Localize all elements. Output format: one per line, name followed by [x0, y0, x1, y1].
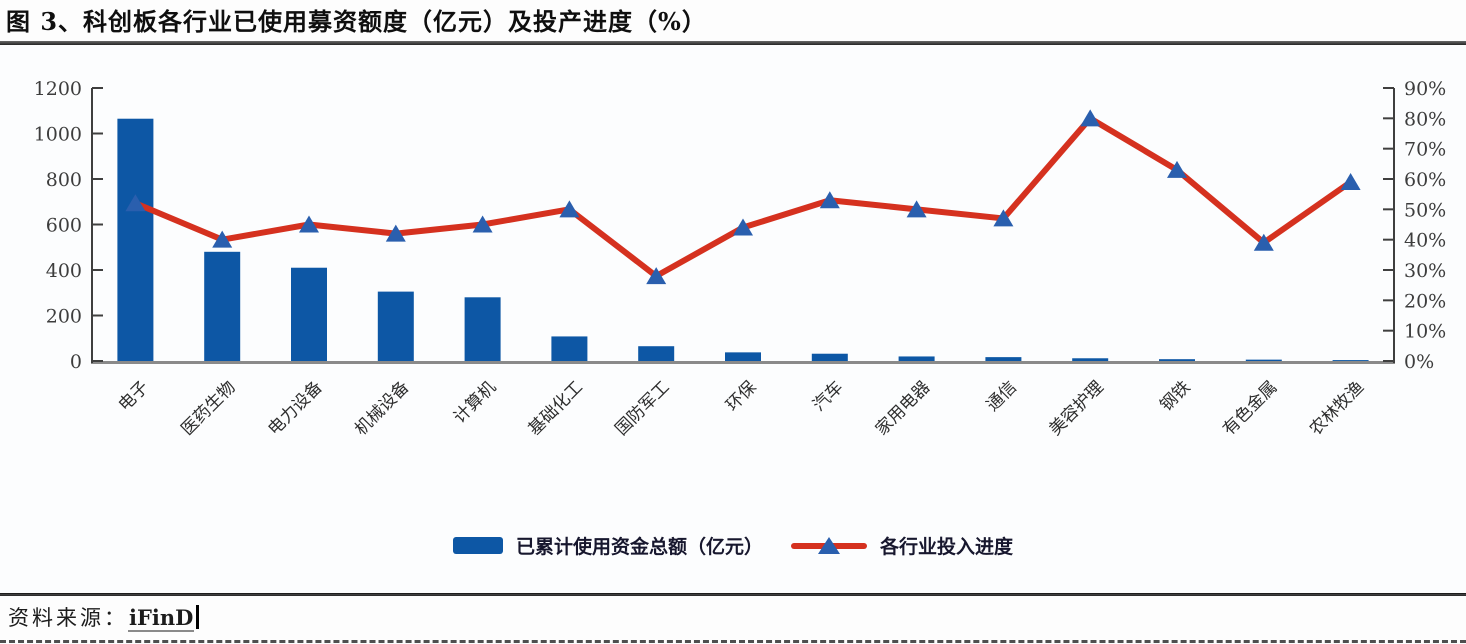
- bar: [725, 352, 761, 361]
- legend-item-bar: 已累计使用资金总额（亿元）: [452, 532, 763, 559]
- bar: [204, 251, 241, 361]
- right-axis-tick-label: 10%: [1404, 321, 1446, 343]
- left-axis-tick-label: 0: [70, 351, 82, 373]
- x-axis-category-label: 计算机: [450, 377, 500, 427]
- line-marker-icon: [212, 230, 233, 248]
- line-marker-icon: [1167, 160, 1187, 178]
- x-axis-category-label: 农林牧渔: [1306, 377, 1368, 439]
- right-axis-tick-label: 60%: [1404, 169, 1446, 191]
- left-axis-tick-label: 1000: [34, 124, 82, 146]
- right-axis-tick-label: 0%: [1404, 351, 1434, 373]
- x-axis-category-label: 电子: [115, 377, 153, 415]
- legend-line-label: 各行业投入进度: [880, 536, 1014, 558]
- legend-line-swatch-icon: [791, 536, 867, 556]
- bar: [1245, 359, 1282, 361]
- legend-bar-swatch-icon: [452, 537, 503, 554]
- right-axis-tick-label: 50%: [1404, 199, 1446, 221]
- legend-triangle-marker-icon: [818, 536, 840, 554]
- line-marker-icon: [1340, 173, 1361, 191]
- right-axis-tick-label: 70%: [1404, 139, 1446, 161]
- x-axis-category-label: 基础化工: [525, 377, 587, 439]
- right-axis-tick-label: 80%: [1404, 108, 1446, 130]
- line-marker-icon: [559, 200, 580, 218]
- right-axis-tick-label: 20%: [1404, 290, 1446, 312]
- line-marker-icon: [1253, 233, 1274, 251]
- left-axis-tick-label: 1200: [34, 78, 82, 100]
- source-value: iFinD: [128, 605, 195, 632]
- bar: [1159, 359, 1195, 361]
- line-marker-icon: [646, 267, 667, 285]
- bar: [464, 297, 501, 361]
- bar: [117, 118, 154, 362]
- figure-title: 图 3、科创板各行业已使用募资额度（亿元）及投产进度（%）: [6, 7, 707, 36]
- right-axis-tick-label: 90%: [1404, 78, 1446, 100]
- line-marker-icon: [125, 194, 146, 212]
- bottom-dashed-rule: [0, 640, 1466, 643]
- left-axis-tick-label: 400: [46, 260, 82, 282]
- line-marker-icon: [299, 215, 319, 233]
- bar: [985, 357, 1022, 361]
- x-axis-category-label: 通信: [983, 377, 1021, 415]
- x-axis-category-label: 家用电器: [872, 377, 934, 439]
- left-axis-tick-label: 800: [46, 169, 82, 191]
- line-marker-icon: [819, 191, 840, 209]
- legend-item-line: 各行业投入进度: [791, 532, 1013, 559]
- bar: [551, 336, 588, 361]
- left-axis-tick-label: 200: [46, 306, 82, 328]
- line-marker-icon: [472, 215, 493, 233]
- bar: [377, 291, 414, 361]
- x-axis-category-label: 钢铁: [1156, 377, 1194, 415]
- chart-region: 0 200 400 600 800 1000 1200 0% 10% 20% 30% 40% 50% 60…: [0, 46, 1466, 592]
- bar: [1332, 360, 1369, 361]
- x-axis-category-label: 国防军工: [612, 377, 674, 439]
- line-marker-icon: [733, 218, 753, 236]
- bar: [1072, 358, 1109, 361]
- combo-chart: 0 200 400 600 800 1000 1200 0% 10% 20% 30% 40% 50% 60…: [34, 78, 1447, 440]
- line-marker-icon: [385, 224, 406, 242]
- bar: [638, 346, 675, 361]
- title-divider: [0, 41, 1466, 45]
- left-axis-tick-label: 600: [46, 215, 82, 237]
- x-axis-category-label: 美容护理: [1046, 377, 1108, 439]
- source-label: 资料来源：: [8, 606, 128, 630]
- bar: [898, 356, 935, 361]
- x-axis-category-label: 机械设备: [351, 377, 413, 439]
- bar: [811, 353, 848, 361]
- x-axis-category-label: 医药生物: [178, 377, 240, 439]
- line-marker-icon: [1080, 109, 1101, 127]
- right-axis-tick-label: 30%: [1404, 260, 1446, 282]
- line-marker-icon: [993, 209, 1014, 227]
- x-axis-category-label: 电力设备: [264, 377, 326, 439]
- progress-line: [132, 115, 1354, 280]
- legend-bar-label: 已累计使用资金总额（亿元）: [515, 536, 763, 558]
- chart-legend: 已累计使用资金总额（亿元） 各行业投入进度: [0, 532, 1466, 559]
- bar: [291, 267, 327, 361]
- x-axis-category-label: 环保: [722, 377, 760, 415]
- line-marker-icon: [906, 200, 927, 218]
- footer-divider: [0, 593, 1466, 596]
- source-note[interactable]: 资料来源：iFinD: [8, 602, 200, 632]
- x-axis-category-label: 有色金属: [1219, 377, 1281, 439]
- x-axis-category-label: 汽车: [809, 377, 847, 415]
- text-cursor: [196, 605, 200, 629]
- right-axis-tick-label: 40%: [1404, 230, 1446, 252]
